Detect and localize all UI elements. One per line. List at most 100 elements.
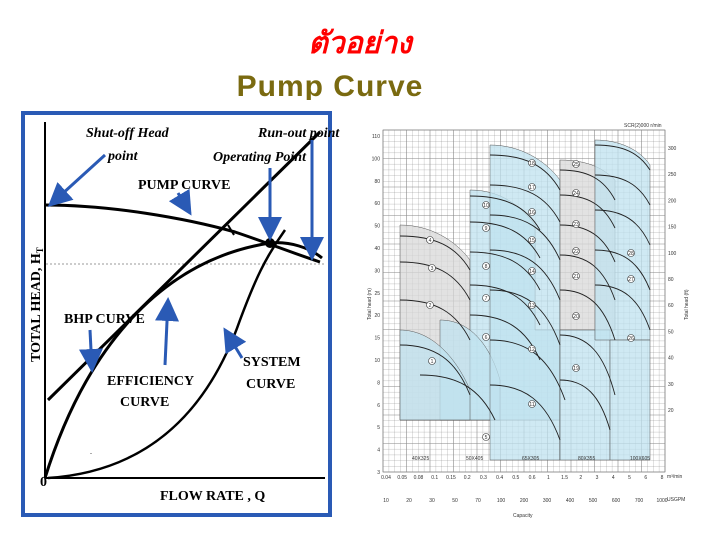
circle-marker-number: 19 — [573, 366, 579, 372]
pump-model-curve — [559, 194, 616, 229]
pump-model-curve — [489, 384, 561, 441]
circle-marker — [528, 267, 536, 275]
x-tick-top: 0.4 — [496, 475, 503, 481]
model-label: 65X305 — [522, 456, 539, 462]
left-pump-diagram: - Shut-off Head point Run-out point Oper… — [21, 111, 340, 517]
circle-marker — [528, 159, 536, 167]
y-tick-left: 3 — [377, 470, 380, 476]
pump-model-curve — [469, 284, 541, 326]
circle-marker-number: 25 — [573, 162, 579, 168]
y-tick-left: 20 — [374, 313, 380, 319]
circle-marker-number: 27 — [628, 277, 634, 283]
pump-model-curve — [489, 249, 561, 301]
y-ticks-right: 300 250 200 150 100 80 60 50 40 30 20 — [668, 146, 677, 414]
circle-marker — [482, 224, 490, 232]
x-tick-top: 1.5 — [561, 475, 568, 481]
y-axis-label: TOTAL HEAD, HT — [29, 247, 45, 362]
y-tick-right: 250 — [668, 172, 677, 178]
y-tick-left: 100 — [372, 156, 381, 162]
circle-marker — [482, 294, 490, 302]
circle-marker-number: 2 — [429, 303, 432, 309]
y-label-left: Total head (m) — [367, 288, 373, 320]
x-ticks-bottom: 10 20 30 50 70 100 200 300 400 500 600 700 1000 — [383, 498, 668, 504]
x-label: Capacity — [513, 513, 533, 519]
circle-marker-number: 24 — [573, 191, 579, 197]
circle-marker-number: 4 — [429, 238, 432, 244]
chart-region — [559, 329, 611, 461]
model-label: 100X605 — [630, 456, 650, 462]
right-performance-chart: 1234567891011121314151617181920212223242… — [367, 123, 690, 519]
x-tick-top: 0.15 — [446, 475, 456, 481]
circle-marker — [572, 160, 580, 168]
circle-marker — [528, 400, 536, 408]
y-tick-left: 80 — [374, 179, 380, 185]
label-shutoff-head: Shut-off Head — [86, 126, 170, 141]
y-label-right: Total head (ft) — [684, 289, 690, 320]
y-tick-right: 30 — [668, 382, 674, 388]
pump-model-curve — [559, 169, 616, 201]
circle-marker — [627, 334, 635, 342]
x-tick-top: 0.04 — [381, 475, 391, 481]
chart-region — [609, 339, 651, 461]
x-tick-top: 1 — [547, 475, 550, 481]
x-tick-bottom: 600 — [612, 498, 621, 504]
x-unit-2: USGPM — [667, 497, 685, 503]
circle-marker-number: 11 — [529, 402, 534, 408]
y-tick-right: 80 — [668, 277, 674, 283]
pump-model-curve — [469, 314, 541, 361]
x-tick-bottom: 200 — [520, 498, 529, 504]
label-bhp-curve: BHP CURVE — [64, 312, 145, 327]
circle-marker-number: 28 — [628, 251, 634, 257]
x-tick-top: 2 — [579, 475, 582, 481]
x-tick-top: 5 — [628, 475, 631, 481]
chart-region — [399, 329, 471, 421]
circle-marker-number: 15 — [529, 238, 535, 244]
y-tick-right: 60 — [668, 303, 674, 309]
x-tick-top: 0.5 — [512, 475, 519, 481]
x-tick-bottom: 20 — [406, 498, 412, 504]
label-runout-point: Run-out point — [257, 126, 340, 141]
pump-model-curve — [559, 224, 616, 263]
circle-marker-number: 5 — [485, 435, 488, 441]
label-operating-point: Operating Point — [213, 150, 307, 165]
y-tick-right: 100 — [668, 251, 677, 257]
model-label: 80X355 — [578, 456, 595, 462]
x-tick-top: 4 — [612, 475, 615, 481]
y-tick-left: 10 — [374, 358, 380, 364]
pump-model-curve — [469, 195, 541, 231]
circle-marker-number: 12 — [529, 347, 535, 353]
pump-model-curve — [399, 299, 471, 341]
circle-marker-number: 13 — [529, 303, 535, 309]
y-tick-left: 15 — [374, 336, 380, 342]
circle-marker-number: 22 — [573, 249, 579, 255]
efficiency-curve-line — [43, 241, 323, 479]
y-tick-left: 30 — [374, 268, 380, 274]
label-efficiency-curve: CURVE — [120, 395, 169, 410]
x-tick-bottom: 30 — [429, 498, 435, 504]
pump-curve-line — [44, 203, 321, 264]
x-tick-top: 0.1 — [431, 475, 438, 481]
circle-marker — [572, 247, 580, 255]
x-tick-bottom: 700 — [635, 498, 644, 504]
circle-marker-number: 20 — [573, 314, 579, 320]
circle-marker — [627, 249, 635, 257]
arrow-efficiency — [155, 297, 180, 366]
circle-marker-number: 7 — [485, 296, 488, 302]
y-tick-left: 50 — [374, 224, 380, 230]
circle-marker-number: 10 — [483, 203, 489, 209]
arrow-shutoff — [47, 153, 107, 208]
label-pump-curve: PUMP CURVE — [138, 178, 230, 193]
x-tick-top: 0.08 — [414, 475, 424, 481]
circle-marker — [528, 208, 536, 216]
pump-model-curve — [559, 379, 611, 431]
circle-marker — [528, 345, 536, 353]
y-tick-right: 40 — [668, 356, 674, 362]
x-tick-top: 0.6 — [529, 475, 536, 481]
circle-marker — [572, 364, 580, 372]
pump-model-curve — [559, 334, 616, 396]
y-tick-left: 4 — [377, 448, 380, 454]
circle-marker-number: 3 — [431, 266, 434, 272]
label-shutoff-head-point: point — [107, 149, 139, 164]
circle-marker — [528, 236, 536, 244]
